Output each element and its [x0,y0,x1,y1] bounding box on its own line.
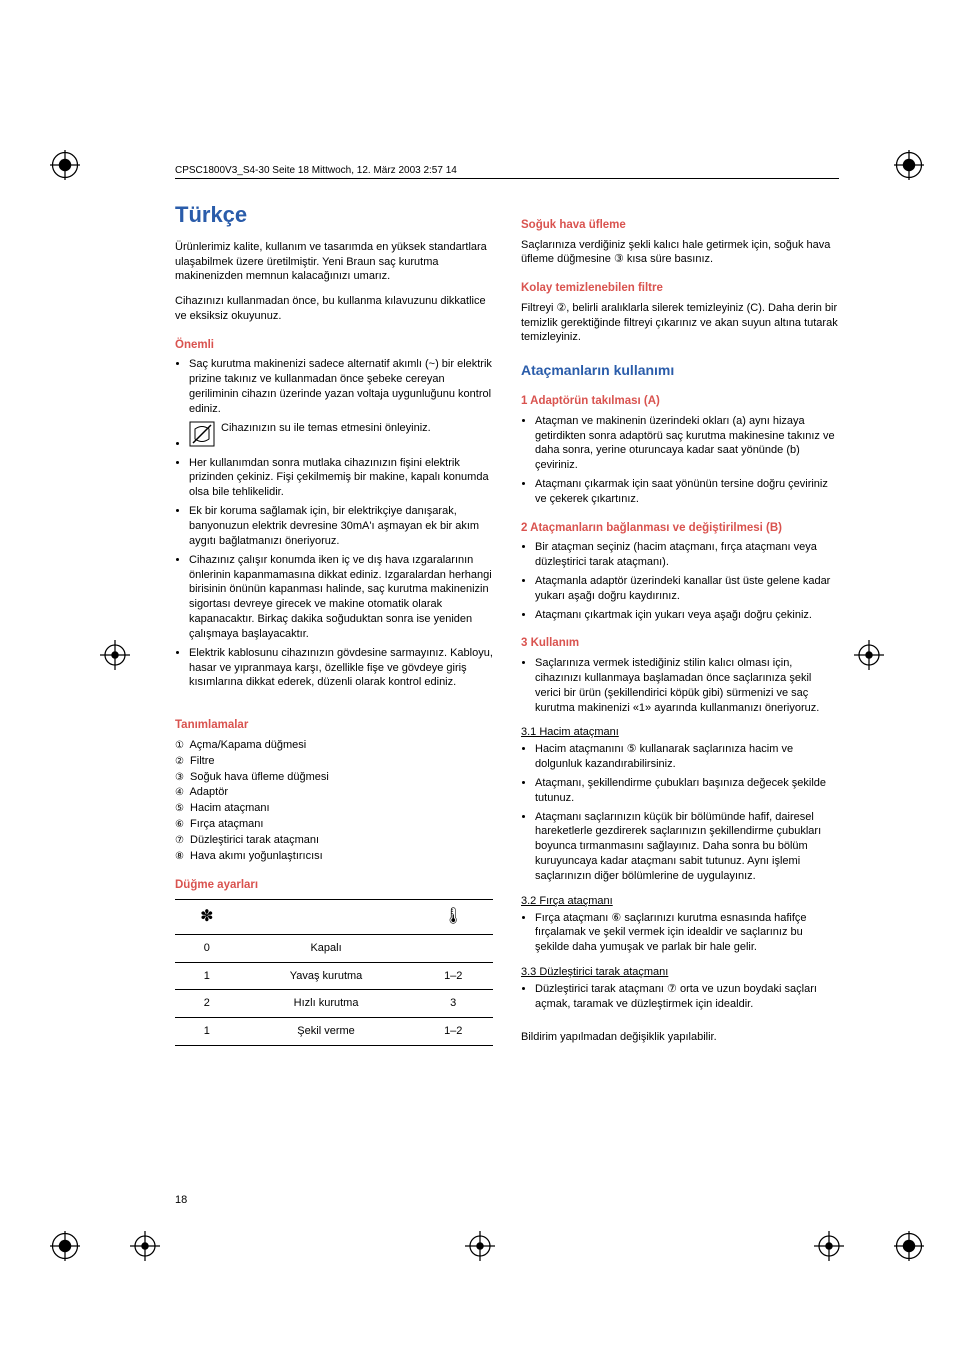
adapter-list: Ataçman ve makinenin üzerindeki okları (… [521,414,839,507]
intro-paragraph: Ürünlerimiz kalite, kullanım ve tasarımd… [175,240,493,285]
list-item: Düzleştirici tarak ataçmanı ⑦ orta ve uz… [535,982,839,1012]
important-list: Saç kurutma makinenizi sadece alternatif… [175,357,493,690]
table-row: 0Kapalı [175,934,493,962]
header-filepath: CPSC1800V3_S4-30 Seite 18 Mittwoch, 12. … [175,165,839,179]
body-text: Filtreyi ②, belirli aralıklarla silerek … [521,301,839,346]
list-item: Ataçmanı, şekillendirme çubukları başını… [535,776,839,806]
list-item: Bir ataçman seçiniz (hacim ataçmanı, fır… [535,540,839,570]
body-text: Saçlarınıza verdiğiniz şekli kalıcı hale… [521,238,839,268]
thermometer-icon: 🌡 [443,908,463,925]
page-number: 18 [175,1194,187,1206]
fan-icon: ✽ [200,908,213,925]
crop-mark-icon [854,640,884,670]
registration-mark-icon [50,150,80,180]
section-important: Önemli [175,338,493,354]
definition-item: ⑦ Düzleştirici tarak ataçmanı [175,833,493,848]
section-attachments: Ataçmanların kullanımı [521,361,839,380]
crop-mark-icon [465,1231,495,1261]
list-item: Cihazınız çalışır konumda iken iç ve dış… [189,553,493,642]
table-row: 1Şekil verme1–2 [175,1018,493,1046]
list-item: Ataçman ve makinenin üzerindeki okları (… [535,414,839,473]
list-item: Elektrik kablosunu cihazınızın gövdesine… [189,646,493,691]
table-row: 1Yavaş kurutma1–2 [175,962,493,990]
definition-item: ① Açma/Kapama düğmesi [175,738,493,753]
crop-mark-icon [130,1231,160,1261]
list-item: Cihazınızın su ile temas etmesini önleyi… [189,421,493,452]
definition-item: ④ Adaptör [175,785,493,800]
subsection-adapter: 1 Adaptörün takılması (A) [521,394,839,410]
registration-mark-icon [894,150,924,180]
comb-list: Düzleştirici tarak ataçmanı ⑦ orta ve uz… [521,982,839,1012]
settings-table: ✽ 🌡 0Kapalı1Yavaş kurutma1–22Hızlı kurut… [175,899,493,1046]
table-row: 2Hızlı kurutma3 [175,990,493,1018]
list-item: Ataçmanı çıkartmak için yukarı veya aşağ… [535,608,839,623]
list-item: Ek bir koruma sağlamak için, bir elektri… [189,504,493,549]
list-item: Ataçmanla adaptör üzerindeki kanallar üs… [535,574,839,604]
brush-list: Fırça ataçmanı ⑥ saçlarınızı kurutma esn… [521,911,839,956]
section-coldair: Soğuk hava üfleme [521,218,839,234]
left-column: Türkçe Ürünlerimiz kalite, kullanım ve t… [175,200,493,1055]
sub-brush: 3.2 Fırça ataçmanı [521,894,839,909]
subsection-connect: 2 Ataçmanların bağlanması ve değiştirilm… [521,521,839,537]
definition-item: ⑧ Hava akımı yoğunlaştırıcısı [175,849,493,864]
definition-item: ⑥ Fırça ataçmanı [175,817,493,832]
usage-list: Saçlarınıza vermek istediğiniz stilin ka… [521,656,839,715]
list-item: Ataçmanı çıkarmak için saat yönünün ters… [535,477,839,507]
registration-mark-icon [894,1231,924,1261]
page: CPSC1800V3_S4-30 Seite 18 Mittwoch, 12. … [0,0,954,1351]
section-filter: Kolay temizlenebilen filtre [521,281,839,297]
list-item: Fırça ataçmanı ⑥ saçlarınızı kurutma esn… [535,911,839,956]
definition-item: ⑤ Hacim ataçmanı [175,801,493,816]
definition-item: ③ Soğuk hava üfleme düğmesi [175,770,493,785]
list-item: Saçlarınıza vermek istediğiniz stilin ka… [535,656,839,715]
content-columns: Türkçe Ürünlerimiz kalite, kullanım ve t… [175,200,839,1055]
right-column: Soğuk hava üfleme Saçlarınıza verdiğiniz… [521,200,839,1055]
section-definitions: Tanımlamalar [175,718,493,734]
list-item: Saç kurutma makinenizi sadece alternatif… [189,357,493,416]
intro-paragraph: Cihazınızı kullanmadan önce, bu kullanma… [175,294,493,324]
list-item: Ataçmanı saçlarınızın küçük bir bölümünd… [535,810,839,884]
page-title: Türkçe [175,200,493,230]
definitions-list: ① Açma/Kapama düğmesi② Filtre③ Soğuk hav… [175,738,493,864]
crop-mark-icon [100,640,130,670]
volume-list: Hacim ataçmanını ⑤ kullanarak saçlarınız… [521,742,839,884]
crop-mark-icon [814,1231,844,1261]
section-settings: Düğme ayarları [175,878,493,894]
change-notice: Bildirim yapılmadan değişiklik yapılabil… [521,1030,839,1045]
no-water-icon [189,421,215,452]
definition-item: ② Filtre [175,754,493,769]
sub-volume: 3.1 Hacim ataçmanı [521,725,839,740]
subsection-usage: 3 Kullanım [521,636,839,652]
list-item: Hacim ataçmanını ⑤ kullanarak saçlarınız… [535,742,839,772]
registration-mark-icon [50,1231,80,1261]
connect-list: Bir ataçman seçiniz (hacim ataçmanı, fır… [521,540,839,622]
list-item: Her kullanımdan sonra mutlaka cihazınızı… [189,456,493,501]
list-item-text: Cihazınızın su ile temas etmesini önleyi… [221,421,431,436]
sub-comb: 3.3 Düzleştirici tarak ataçmanı [521,965,839,980]
